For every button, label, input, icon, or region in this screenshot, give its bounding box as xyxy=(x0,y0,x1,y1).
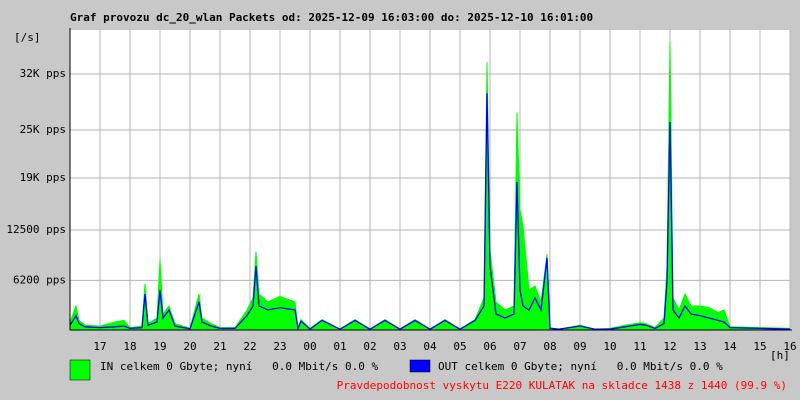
x-tick-label: 04 xyxy=(423,340,437,353)
x-tick-label: 18 xyxy=(123,340,136,353)
x-tick-label: 06 xyxy=(483,340,496,353)
x-tick-label: 17 xyxy=(93,340,106,353)
x-tick-label: 21 xyxy=(213,340,226,353)
legend-label: OUT celkem 0 Gbyte; nyní 0.0 Mbit/s 0.0 … xyxy=(438,360,723,373)
y-axis-label: [/s] xyxy=(14,31,41,44)
x-tick-label: 09 xyxy=(573,340,586,353)
x-axis-label: [h] xyxy=(770,349,790,362)
x-tick-label: 02 xyxy=(363,340,376,353)
legend-label: IN celkem 0 Gbyte; nyní 0.0 Mbit/s 0.0 % xyxy=(100,360,379,373)
chart-title: Graf provozu dc_20_wlan Packets od: 2025… xyxy=(70,11,593,24)
x-tick-label: 22 xyxy=(243,340,256,353)
x-tick-label: 00 xyxy=(303,340,316,353)
x-tick-label: 16 xyxy=(783,340,796,353)
x-tick-label: 12 xyxy=(663,340,676,353)
y-tick-label: 32K pps xyxy=(20,67,66,80)
x-tick-label: 11 xyxy=(633,340,646,353)
x-tick-label: 05 xyxy=(453,340,466,353)
x-tick-label: 08 xyxy=(543,340,556,353)
y-tick-label: 6200 pps xyxy=(13,273,66,286)
x-tick-label: 01 xyxy=(333,340,346,353)
x-tick-label: 14 xyxy=(723,340,737,353)
legend-swatch xyxy=(69,359,91,381)
y-tick-label: 19K pps xyxy=(20,171,66,184)
x-tick-label: 23 xyxy=(273,340,286,353)
x-tick-label: 19 xyxy=(153,340,166,353)
legend: IN celkem 0 Gbyte; nyní 0.0 Mbit/s 0.0 %… xyxy=(69,359,723,381)
x-tick-label: 13 xyxy=(693,340,706,353)
out-line xyxy=(69,93,791,331)
marks xyxy=(69,41,791,331)
y-tick-label: 25K pps xyxy=(20,123,66,136)
annotation: Pravdepodobnost vyskytu E220 KULATAK na … xyxy=(337,379,787,392)
legend-swatch xyxy=(409,359,431,373)
x-tick-label: 20 xyxy=(183,340,196,353)
x-tick-label: 15 xyxy=(753,340,766,353)
y-tick-label: 12500 pps xyxy=(6,223,66,236)
x-tick-label: 10 xyxy=(603,340,616,353)
x-tick-label: 07 xyxy=(513,340,526,353)
x-tick-label: 03 xyxy=(393,340,406,353)
